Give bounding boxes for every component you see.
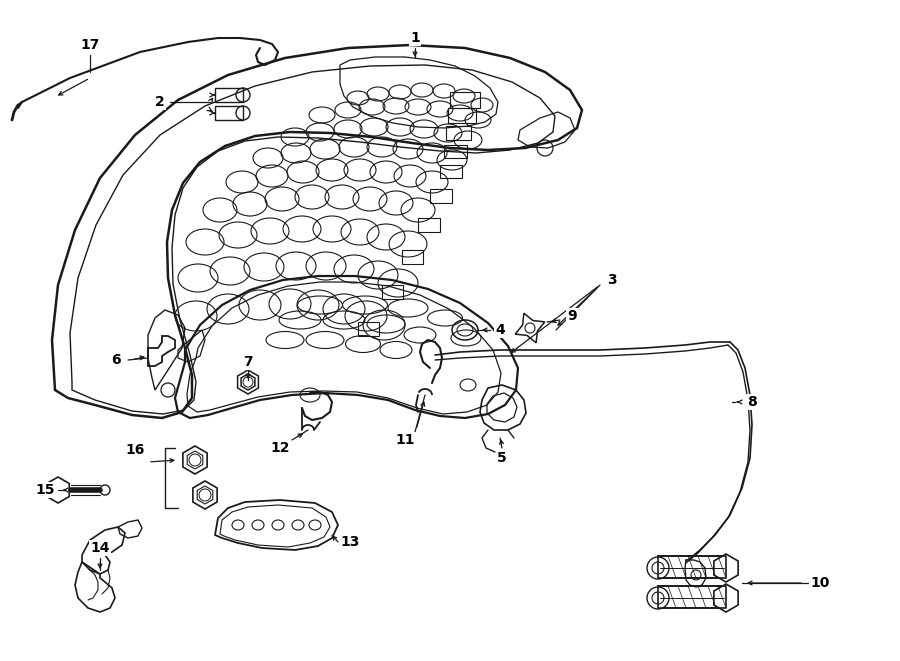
Text: 12: 12	[270, 441, 290, 455]
Text: 13: 13	[340, 535, 360, 549]
Bar	[215, 106, 243, 120]
Bar	[418, 218, 440, 232]
Text: 1: 1	[410, 31, 420, 45]
Text: 7: 7	[243, 355, 253, 369]
Polygon shape	[714, 554, 738, 582]
Bar	[430, 189, 452, 203]
Text: 3: 3	[608, 273, 616, 287]
Ellipse shape	[647, 587, 669, 609]
Bar	[440, 165, 462, 178]
Text: 2: 2	[155, 95, 165, 109]
Text: 9: 9	[567, 309, 577, 323]
Polygon shape	[215, 500, 338, 550]
Bar	[448, 108, 476, 123]
Bar	[402, 250, 423, 264]
Bar	[658, 586, 726, 608]
Bar	[446, 126, 471, 140]
Bar	[358, 322, 379, 336]
Text: 15: 15	[35, 483, 55, 497]
Bar	[450, 92, 480, 108]
Text: 11: 11	[395, 433, 415, 447]
Text: 6: 6	[112, 353, 121, 367]
Bar	[382, 285, 403, 299]
Text: 16: 16	[125, 443, 145, 457]
Text: 8: 8	[747, 395, 757, 409]
Text: 4: 4	[495, 323, 505, 337]
Bar	[444, 145, 467, 158]
Text: 5: 5	[497, 451, 507, 465]
Text: 14: 14	[90, 541, 110, 555]
Polygon shape	[47, 477, 69, 503]
Ellipse shape	[647, 557, 669, 579]
Bar	[658, 556, 726, 578]
Text: 10: 10	[810, 576, 830, 590]
Polygon shape	[183, 446, 207, 474]
Polygon shape	[193, 481, 217, 509]
Polygon shape	[714, 584, 738, 612]
Text: 17: 17	[80, 38, 100, 52]
Bar	[215, 88, 243, 102]
